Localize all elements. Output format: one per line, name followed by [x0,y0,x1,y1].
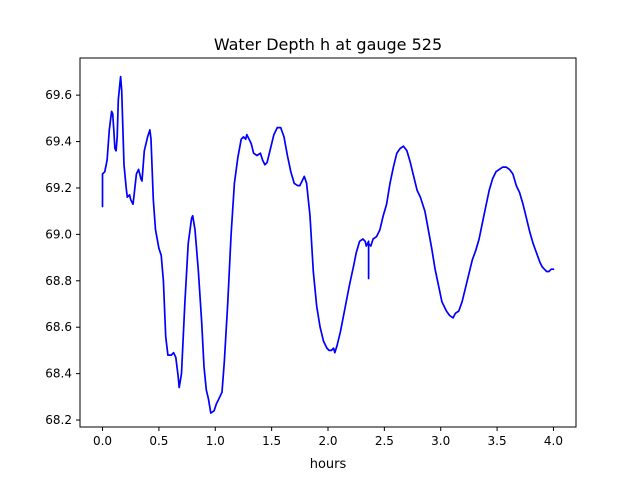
x-tick-label: 3.5 [488,434,507,448]
y-tick-label: 69.0 [45,227,72,241]
x-tick-label: 0.5 [149,434,168,448]
x-axis-ticks: 0.0 0.5 1.0 1.5 2.0 2.5 3.0 3.5 4.0 [93,427,563,448]
x-tick-label: 0.0 [93,434,112,448]
y-tick-label: 69.2 [45,181,72,195]
y-tick-label: 68.2 [45,413,72,427]
x-tick-label: 1.5 [262,434,281,448]
plot-area-frame [79,57,577,428]
x-tick-label: 2.0 [318,434,337,448]
y-tick-label: 69.4 [45,135,72,149]
x-tick-label: 4.0 [544,434,563,448]
y-tick-label: 69.6 [45,88,72,102]
y-tick-label: 68.6 [45,320,72,334]
y-tick-label: 68.8 [45,274,72,288]
series-line-water-depth [101,75,555,414]
y-axis-ticks: 68.2 68.4 68.6 68.8 69.0 69.2 69.4 69.6 [45,88,80,427]
chart-title: Water Depth h at gauge 525 [214,35,442,54]
y-tick-label: 68.4 [45,367,72,381]
x-axis-label: hours [310,457,347,472]
x-tick-label: 1.0 [206,434,225,448]
x-tick-label: 3.0 [431,434,450,448]
x-tick-label: 2.5 [375,434,394,448]
